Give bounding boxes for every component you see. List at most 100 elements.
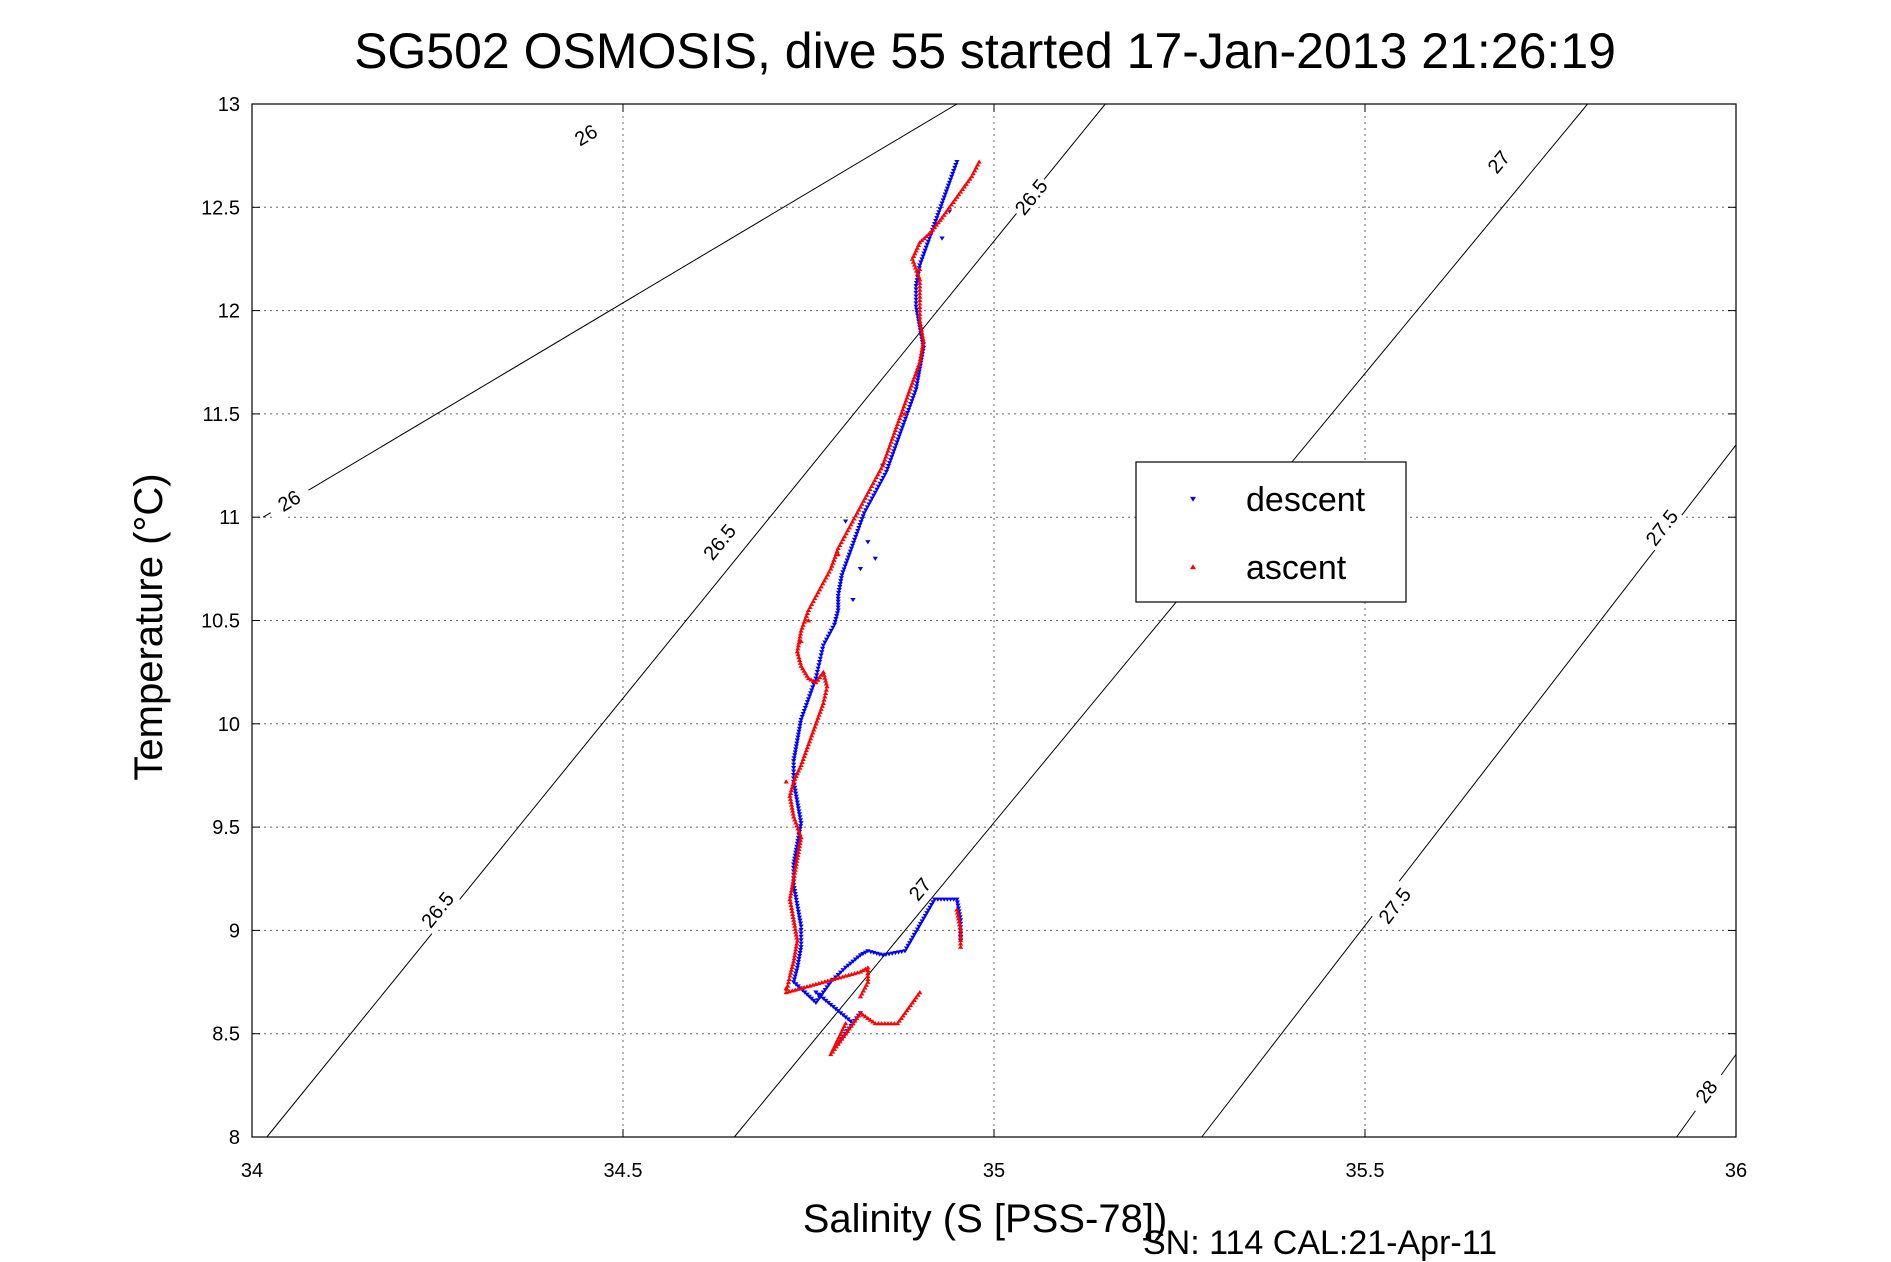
ascent-point — [822, 694, 828, 699]
ascent-point — [920, 339, 927, 344]
descent-point — [880, 953, 886, 958]
ascent-point — [792, 923, 798, 928]
descent-point — [794, 800, 800, 805]
descent-point — [911, 393, 917, 398]
descent-point — [924, 911, 930, 916]
descent-point — [802, 706, 808, 711]
ascent-point — [917, 318, 923, 323]
ascent-point — [973, 165, 979, 170]
ascent-point — [794, 855, 800, 860]
ascent-point — [831, 1046, 838, 1052]
ascent-point — [855, 1013, 862, 1018]
ascent-point — [972, 168, 978, 173]
descent-point — [899, 949, 905, 954]
ascent-point — [828, 1052, 834, 1057]
ascent-point — [914, 368, 920, 373]
descent-point — [855, 955, 861, 960]
ascent-point — [788, 891, 794, 896]
descent-point — [924, 242, 930, 247]
ascent-point — [859, 501, 865, 506]
descent-point — [913, 297, 919, 302]
ascent-point — [789, 785, 795, 790]
descent-point — [921, 251, 927, 256]
descent-point — [792, 788, 798, 793]
ascent-point — [917, 297, 923, 303]
ascent-point — [803, 748, 809, 753]
descent-point — [857, 953, 864, 958]
ascent-point — [901, 404, 907, 409]
descent-point — [863, 508, 869, 513]
descent-point — [853, 534, 859, 540]
ascent-point — [804, 610, 811, 615]
descent-point — [909, 399, 915, 404]
ascent-point — [787, 900, 794, 905]
x-tick-label: 36 — [1725, 1160, 1747, 1182]
descent-point — [813, 1000, 819, 1006]
ascent-point — [786, 976, 792, 981]
descent-point — [932, 222, 938, 227]
ascent-point — [793, 932, 799, 937]
ascent-point — [878, 466, 884, 471]
x-tick-label: 35 — [983, 1160, 1005, 1182]
ascent-point — [840, 536, 846, 542]
ascent-point — [788, 787, 795, 793]
descent-point — [893, 443, 899, 448]
ascent-point — [872, 477, 878, 483]
descent-point — [828, 628, 834, 633]
ascent-point — [823, 575, 829, 580]
descent-point — [795, 803, 801, 808]
descent-point — [898, 428, 904, 433]
ascent-point — [846, 525, 852, 530]
descent-point — [793, 971, 799, 976]
ascent-point — [795, 826, 801, 831]
ascent-point — [787, 796, 794, 801]
ascent-point — [856, 507, 862, 512]
ascent-point — [920, 336, 926, 341]
descent-point — [794, 900, 800, 905]
ascent-point — [800, 622, 806, 627]
ascent-point — [797, 840, 803, 846]
ascent-point — [815, 590, 821, 595]
descent-point — [819, 650, 825, 655]
descent-point — [793, 850, 799, 855]
ascent-point — [789, 908, 795, 914]
ascent-point — [917, 308, 923, 313]
descent-point — [889, 951, 895, 956]
ascent-point — [970, 171, 976, 176]
ascent-point — [808, 736, 814, 741]
ascent-point — [919, 333, 926, 338]
ascent-point — [965, 179, 971, 184]
x-tick-label: 35.5 — [1346, 1160, 1385, 1182]
descent-point — [804, 700, 811, 705]
ascent-point — [884, 451, 890, 456]
ascent-point — [867, 486, 873, 491]
descent-point — [875, 484, 882, 489]
descent-point — [879, 478, 885, 483]
ascent-point — [919, 348, 925, 353]
ascent-point — [948, 202, 954, 207]
ascent-point — [919, 238, 925, 243]
ascent-point — [935, 220, 941, 225]
descent-point — [941, 195, 947, 200]
descent-point — [838, 579, 844, 584]
descent-point — [828, 1002, 834, 1008]
ascent-point — [860, 968, 866, 973]
descent-point — [850, 598, 856, 603]
ascent-point — [796, 657, 803, 662]
descent-point — [906, 407, 912, 413]
descent-point — [800, 711, 806, 717]
descent-point — [792, 889, 798, 894]
ascent-point — [801, 619, 807, 624]
descent-point — [797, 723, 803, 728]
ascent-point — [793, 820, 799, 825]
descent-point — [857, 523, 863, 528]
ascent-point — [793, 861, 799, 866]
ascent-point — [917, 315, 923, 320]
descent-point — [792, 974, 798, 979]
descent-point — [880, 475, 886, 480]
ascent-point — [788, 802, 795, 807]
axis-ticks: 34 34.5 35 35.5 36 8 8.5 9 9.5 10 10.5 11 11.5 12 12.5… — [201, 94, 1747, 1182]
descent-point — [794, 844, 800, 849]
ascent-point — [883, 454, 889, 459]
contour-label-bg — [1475, 137, 1522, 187]
